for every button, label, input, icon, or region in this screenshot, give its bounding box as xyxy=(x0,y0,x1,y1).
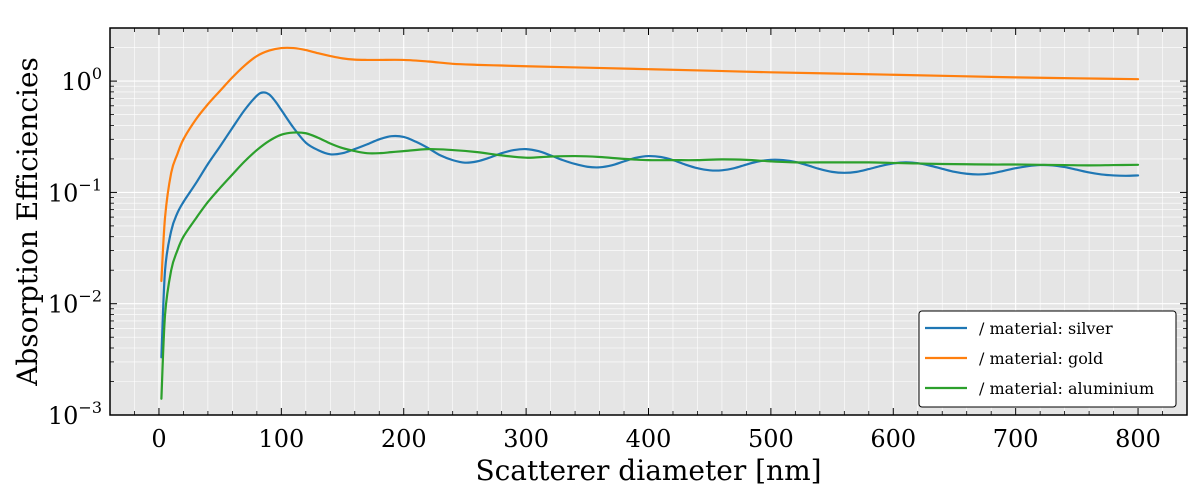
x-tick-label: 800 xyxy=(1115,425,1161,453)
axis-ticks: 0 100 200 300 400 500 600 700 800 10−3 10−2 10−1 100 xyxy=(48,27,1188,453)
y-tick-label: 10−2 xyxy=(48,287,102,319)
x-tick-label: 200 xyxy=(381,425,427,453)
x-tick-label: 700 xyxy=(993,425,1039,453)
y-tick-label: 10−1 xyxy=(48,175,102,207)
series-line-0 xyxy=(160,91,1140,359)
series-line-1 xyxy=(160,46,1140,283)
x-tick-label: 400 xyxy=(626,425,672,453)
series-lines xyxy=(160,46,1140,400)
series-line-2 xyxy=(160,131,1140,400)
x-tick-label: 500 xyxy=(748,425,794,453)
x-tick-label: 0 xyxy=(151,425,166,453)
legend-label: / material: aluminium xyxy=(979,379,1154,398)
legend-label: / material: silver xyxy=(979,319,1113,338)
x-tick-label: 600 xyxy=(870,425,916,453)
legend-label: / material: gold xyxy=(979,349,1103,368)
legend: / material: silver / material: gold / mate… xyxy=(918,310,1177,408)
x-axis-label: Scatterer diameter [nm] xyxy=(475,454,821,487)
y-tick-label: 100 xyxy=(61,64,102,96)
x-tick-label: 100 xyxy=(258,425,304,453)
x-tick-label: 300 xyxy=(503,425,549,453)
y-tick-label: 10−3 xyxy=(48,398,102,430)
legend-box xyxy=(918,310,1177,408)
y-axis-label: Absorption Efficiencies xyxy=(11,57,44,387)
